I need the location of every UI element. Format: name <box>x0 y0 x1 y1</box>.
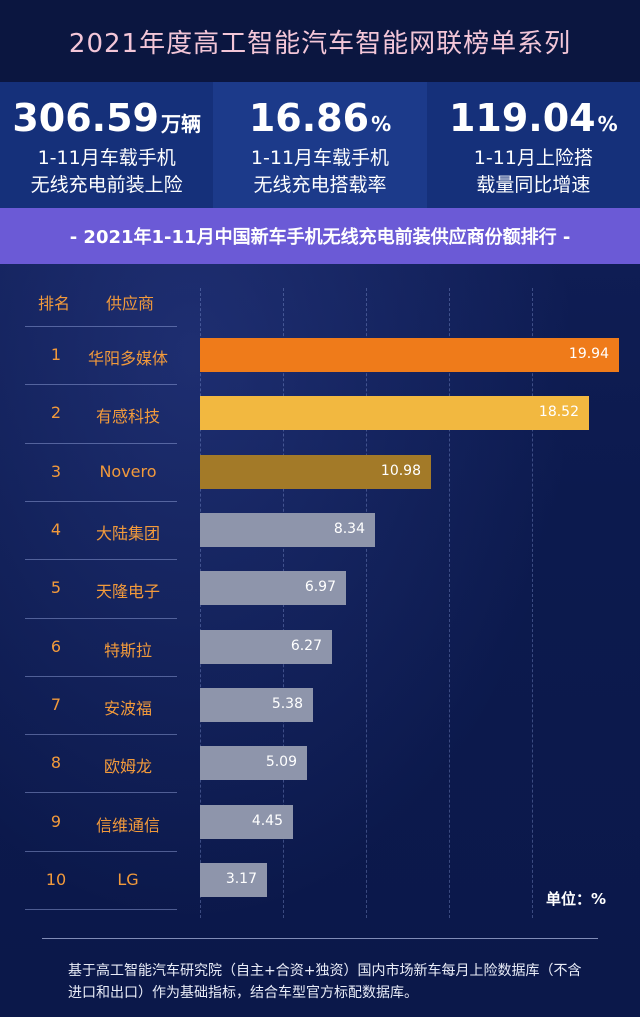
stat-card-rate: 16.86 % 1-11月车载手机 无线充电搭载率 <box>213 82 427 208</box>
stat-caption: 无线充电搭载率 <box>253 174 387 196</box>
footnote: 基于高工智能汽车研究院（自主+合资+独资）国内市场新车每月上险数据库（不含进口和… <box>68 963 582 1001</box>
chart-title: - 2021年1-11月中国新车手机无线充电前装供应商份额排行 - <box>69 227 571 248</box>
row-separator <box>25 734 177 735</box>
footer-divider <box>42 938 598 939</box>
supplier-label: Novero <box>99 462 157 481</box>
supplier-label: 特斯拉 <box>103 641 152 660</box>
bar <box>200 571 346 605</box>
rank-label: 4 <box>50 520 62 539</box>
bar <box>200 805 293 839</box>
bar-value-label: 3.17 <box>225 871 257 887</box>
bar <box>200 455 431 489</box>
stat-value: 119.04 % <box>449 96 618 140</box>
stat-caption: 1-11月车载手机 <box>37 147 176 169</box>
grid-line <box>366 288 367 918</box>
rank-label: 9 <box>50 812 62 831</box>
bar <box>200 396 589 430</box>
bar <box>200 338 619 372</box>
row-separator <box>25 676 177 677</box>
rank-label: 5 <box>50 578 62 597</box>
supplier-label: 信维通信 <box>95 816 160 835</box>
stat-card-growth: 119.04 % 1-11月上险搭 载量同比增速 <box>426 82 640 208</box>
stat-number: 16.86 <box>248 96 370 140</box>
row-separator <box>25 384 177 385</box>
bar-value-label: 18.52 <box>538 404 579 420</box>
row-separator <box>25 501 177 502</box>
supplier-label: 欧姆龙 <box>103 757 152 776</box>
rank-label: 6 <box>50 637 62 656</box>
unit-note: 单位：% <box>546 890 607 908</box>
bar-value-label: 5.38 <box>271 696 303 712</box>
stat-unit: % <box>371 112 392 136</box>
bar-value-label: 6.27 <box>290 638 322 654</box>
stats-panel: 306.59 万辆 1-11月车载手机 无线充电前装上险 16.86 % 1-1… <box>0 82 640 208</box>
supplier-label: 天隆电子 <box>95 582 160 601</box>
bar-value-label: 4.45 <box>251 813 283 829</box>
row-separator <box>25 909 177 910</box>
stat-unit: 万辆 <box>160 112 201 136</box>
supplier-label: 有感科技 <box>95 407 160 426</box>
bar <box>200 746 307 780</box>
rank-label: 3 <box>50 462 62 481</box>
row-separator <box>25 618 177 619</box>
stat-caption: 无线充电前装上险 <box>30 174 183 196</box>
rank-column-header: 排名 <box>38 294 71 313</box>
row-separator <box>25 792 177 793</box>
grid-line <box>449 288 450 918</box>
stat-value: 306.59 万辆 <box>12 96 201 140</box>
bar <box>200 630 332 664</box>
rank-label: 7 <box>50 695 62 714</box>
stat-number: 119.04 <box>448 96 596 140</box>
stat-caption: 1-11月上险搭 <box>473 147 593 169</box>
row-separator <box>25 559 177 560</box>
stat-caption: 1-11月车载手机 <box>250 147 390 169</box>
stat-number: 306.59 <box>12 96 159 140</box>
stat-value: 16.86 % <box>249 96 391 140</box>
supplier-label: 大陆集团 <box>95 524 160 543</box>
grid-line <box>532 288 533 918</box>
rank-label: 8 <box>50 753 62 772</box>
row-separator <box>25 851 177 852</box>
bar-value-label: 6.97 <box>304 579 336 595</box>
supplier-column-header: 供应商 <box>106 294 155 313</box>
bar-value-label: 8.34 <box>333 521 365 537</box>
row-separator <box>25 443 177 444</box>
stat-unit: % <box>597 112 618 136</box>
bar-value-label: 19.94 <box>568 346 609 362</box>
rank-label: 1 <box>50 345 62 364</box>
rank-label: 10 <box>45 870 67 889</box>
stat-card-volume: 306.59 万辆 1-11月车载手机 无线充电前装上险 <box>0 82 214 208</box>
bar <box>200 513 375 547</box>
header: 2021年度高工智能汽车智能网联榜单系列 <box>0 0 640 82</box>
supplier-label: LG <box>117 870 139 889</box>
row-separator <box>25 326 177 327</box>
stat-caption: 载量同比增速 <box>476 174 591 196</box>
rank-label: 2 <box>50 403 62 422</box>
bar <box>200 688 313 722</box>
page-title: 2021年度高工智能汽车智能网联榜单系列 <box>68 28 572 59</box>
bar-value-label: 10.98 <box>380 463 421 479</box>
chart-banner: - 2021年1-11月中国新车手机无线充电前装供应商份额排行 - <box>0 208 640 264</box>
supplier-label: 安波福 <box>103 699 152 718</box>
bar <box>200 863 267 897</box>
bar-value-label: 5.09 <box>265 754 297 770</box>
supplier-label: 华阳多媒体 <box>87 349 168 368</box>
